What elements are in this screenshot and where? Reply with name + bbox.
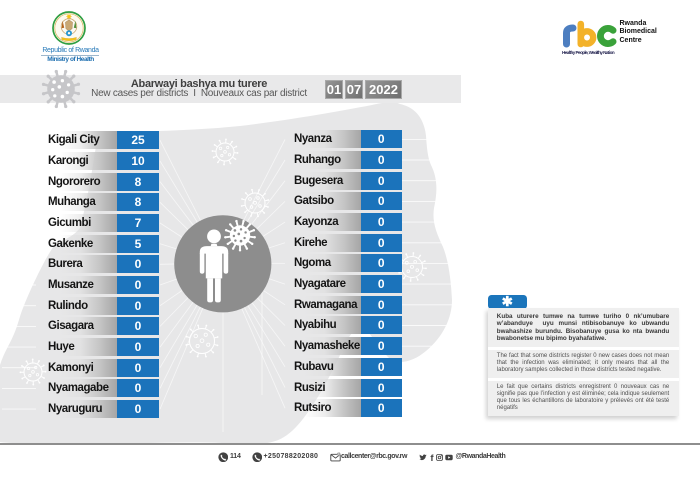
svg-text:@: @ [336,452,340,456]
svg-text:f: f [430,453,434,462]
